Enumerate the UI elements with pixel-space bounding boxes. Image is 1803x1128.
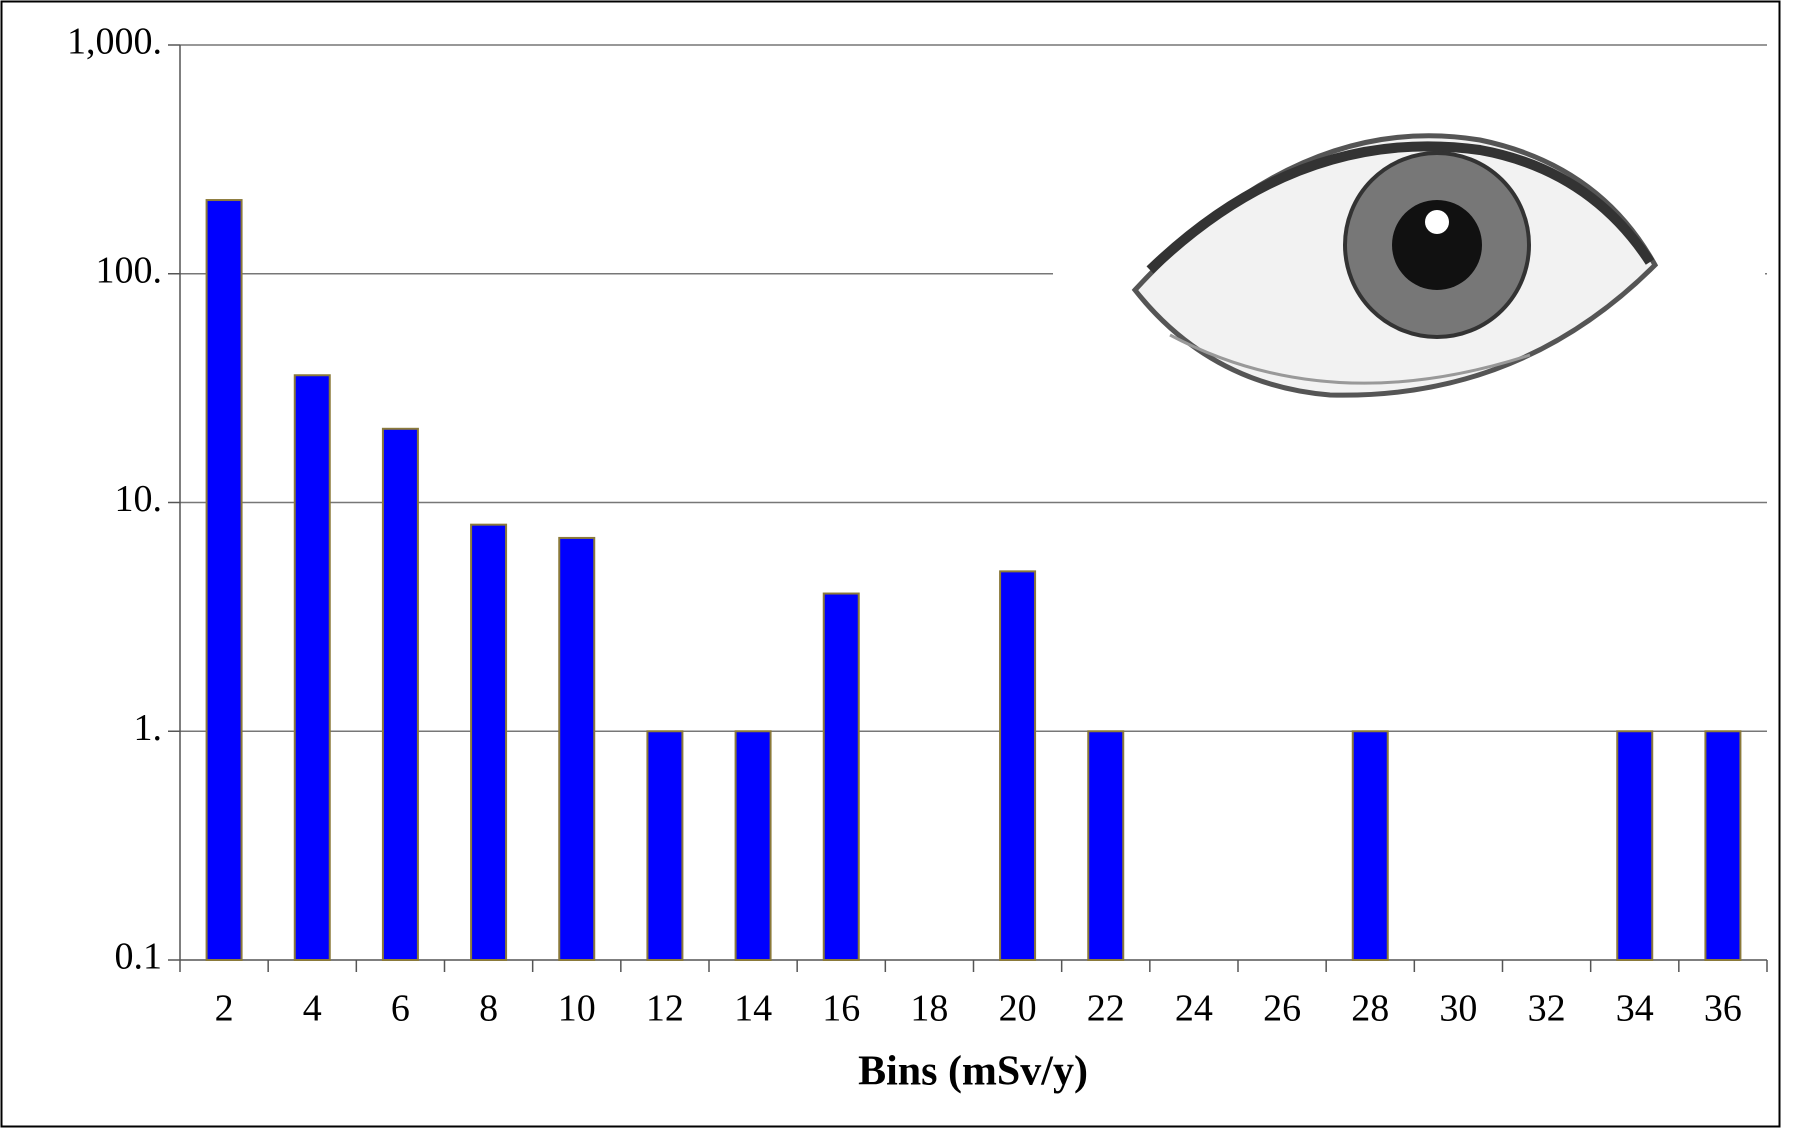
x-tick-label: 22 <box>1087 988 1125 1030</box>
x-tick-label: 24 <box>1175 988 1213 1030</box>
bar <box>822 592 860 961</box>
highlight <box>1425 210 1449 234</box>
lower-lashes <box>1169 333 1531 385</box>
bars <box>205 199 1742 961</box>
pupil <box>1392 200 1482 290</box>
bar <box>1087 730 1125 961</box>
x-tick-label: 32 <box>1528 988 1566 1030</box>
eyelid <box>1146 141 1655 274</box>
bar <box>205 199 243 961</box>
bar <box>470 523 508 961</box>
bar <box>1351 730 1389 961</box>
y-tick-label: 10. <box>115 478 163 520</box>
x-tick-label: 12 <box>646 988 684 1030</box>
x-tick-label: 10 <box>558 988 596 1030</box>
x-tick-label: 20 <box>999 988 1037 1030</box>
x-tick-label: 30 <box>1439 988 1477 1030</box>
bar <box>381 427 419 961</box>
y-tick-label: 1. <box>134 707 163 749</box>
x-tick-label: 2 <box>215 988 234 1030</box>
bar <box>558 536 596 961</box>
x-tick-label: 18 <box>910 988 948 1030</box>
bar <box>734 730 772 961</box>
x-tick-label: 6 <box>391 988 410 1030</box>
y-tick-label: 1,000. <box>67 21 162 63</box>
bar <box>1704 730 1742 961</box>
bar <box>293 374 331 961</box>
x-axis-title: Bins (mSv/y) <box>858 1049 1088 1095</box>
bar <box>646 730 684 961</box>
x-tick-label: 36 <box>1704 988 1742 1030</box>
x-tick-label: 14 <box>734 988 772 1030</box>
x-tick-label: 34 <box>1616 988 1654 1030</box>
x-tick-label: 4 <box>303 988 322 1030</box>
x-tick-label: 8 <box>479 988 498 1030</box>
bar <box>1616 730 1654 961</box>
eye-illustration <box>1053 80 1765 480</box>
x-tick-label: 16 <box>822 988 860 1030</box>
x-tick-label: 26 <box>1263 988 1301 1030</box>
y-tick-label: 100. <box>96 249 163 291</box>
x-tick-label: 28 <box>1351 988 1389 1030</box>
bar <box>999 570 1037 961</box>
y-tick-label: 0.1 <box>115 936 163 978</box>
